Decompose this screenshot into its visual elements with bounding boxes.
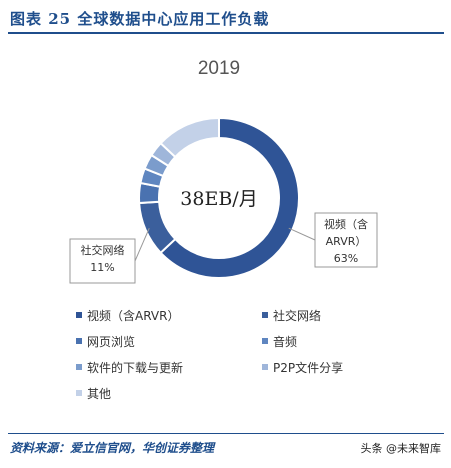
callout-leader-1 [134,227,150,262]
callout-text-1-0: 社交网络 [81,243,125,257]
callout-leader-0 [288,227,316,241]
figure-header: 图表 25 全球数据中心应用工作负载 [0,0,451,34]
callout-text-0-0: 视频（含 [324,217,368,231]
legend-label-0: 视频（含ARVR） [87,308,179,323]
legend-label-5: P2P文件分享 [273,360,343,375]
figure-title: 图表 25 全球数据中心应用工作负载 [10,10,270,28]
legend-swatch-5 [262,364,268,370]
legend-label-2: 网页浏览 [87,334,135,349]
callout-box-1 [69,238,136,284]
legend-label-4: 软件的下载与更新 [87,360,183,375]
legend-swatch-6 [76,390,82,396]
legend-label-1: 社交网络 [273,308,321,323]
title-rule [8,32,444,34]
legend-swatch-1 [262,312,268,318]
legend-swatch-0 [76,312,82,318]
callout-text-0-1: ARVR） [326,235,367,248]
footer-rule [8,433,444,434]
donut-slice-1 [138,200,177,255]
donut-slice-6 [159,116,220,159]
legend-swatch-4 [76,364,82,370]
source-note: 资料来源：爱立信官网，华创证券整理 [10,441,215,455]
callout-box-0 [314,212,378,268]
legend-label-6: 其他 [87,387,111,401]
watermark: 头条 @未来智库 [361,440,442,456]
center-label: 38EB/月 [180,188,257,210]
legend-swatch-2 [76,338,82,344]
callout-text-1-1: 11% [90,261,114,274]
legend-label-3: 音频 [273,334,297,349]
donut-slice-0 [159,116,300,279]
watermark-text: 头条 @未来智库 [360,442,442,455]
legend-swatch-3 [262,338,268,344]
chart-title: 2019 [198,58,240,79]
callout-text-0-2: 63% [334,252,358,265]
